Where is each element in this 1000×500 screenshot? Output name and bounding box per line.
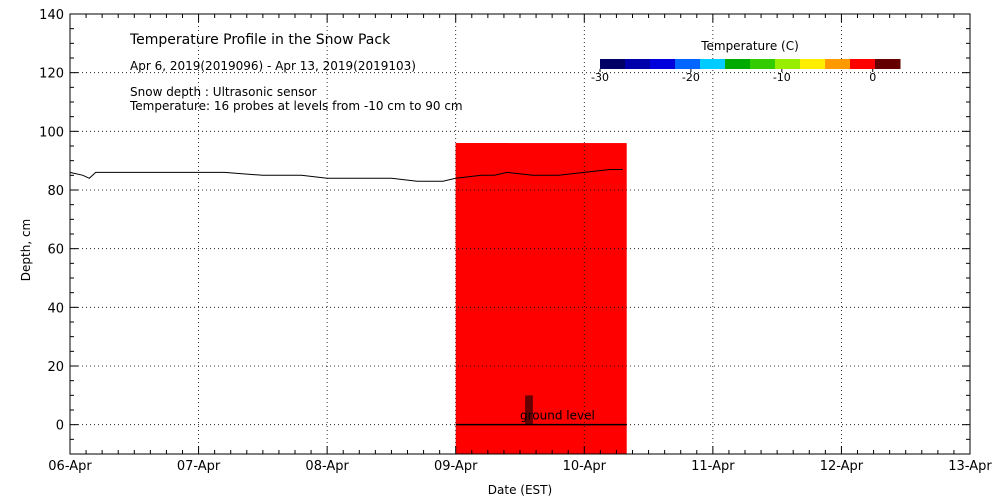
grid-lines xyxy=(70,14,970,454)
temperature-block xyxy=(525,395,533,425)
y-axis-ticks: 0 20 40 60 80 100 120 140 xyxy=(39,8,970,455)
x-tick-label: 13-Apr xyxy=(948,459,992,474)
x-tick-label: 06-Apr xyxy=(48,459,92,474)
temperature-block xyxy=(455,195,510,246)
colorbar-tick-label: -30 xyxy=(591,71,609,84)
snow-depth-line xyxy=(69,169,623,182)
x-axis-label: Date (EST) xyxy=(488,483,552,497)
colorbar-swatch xyxy=(650,59,676,69)
temperature-blocks xyxy=(455,143,627,455)
y-axis-label: Depth, cm xyxy=(19,219,33,281)
y-tick-label: 60 xyxy=(47,243,64,258)
chart-subtitle: Apr 6, 2019(2019096) - Apr 13, 2019(2019… xyxy=(130,59,416,73)
colorbar-swatch xyxy=(750,59,776,69)
colorbar-swatch xyxy=(875,59,901,69)
chart-title: Temperature Profile in the Snow Pack xyxy=(129,32,391,48)
x-axis-ticks: 06-Apr 07-Apr 08-Apr 09-Apr 10-Apr 11-Apr 12-A… xyxy=(48,14,992,474)
y-tick-label: 120 xyxy=(39,67,64,82)
colorbar-swatch xyxy=(675,59,701,69)
colorbar-tick-label: 0 xyxy=(869,71,876,84)
y-tick-label: 100 xyxy=(39,125,64,140)
y-tick-label: 20 xyxy=(47,360,64,375)
x-tick-label: 09-Apr xyxy=(434,459,478,474)
annotation-snow-depth: Snow depth : Ultrasonic sensor xyxy=(130,85,317,99)
x-tick-label: 11-Apr xyxy=(691,459,735,474)
y-tick-label: 140 xyxy=(39,8,64,23)
y-tick-label: 80 xyxy=(47,184,64,199)
colorbar-swatch xyxy=(775,59,801,69)
annotation-temperature: Temperature: 16 probes at levels from -1… xyxy=(129,99,463,113)
temperature-colorbar: -30 -20 -10 0 xyxy=(591,59,901,84)
ground-level-label: ground level xyxy=(520,409,595,423)
colorbar-swatch xyxy=(850,59,876,69)
x-tick-label: 10-Apr xyxy=(563,459,607,474)
colorbar-tick-label: -20 xyxy=(682,71,700,84)
colorbar-swatch xyxy=(625,59,651,69)
colorbar-title: Temperature (C) xyxy=(700,39,799,53)
colorbar-swatch xyxy=(700,59,726,69)
colorbar-swatch xyxy=(600,59,626,69)
x-tick-label: 07-Apr xyxy=(177,459,221,474)
colorbar-swatch xyxy=(825,59,851,69)
x-tick-label: 08-Apr xyxy=(305,459,349,474)
colorbar-swatch xyxy=(725,59,751,69)
colorbar-tick-label: -10 xyxy=(773,71,791,84)
snow-depth-series xyxy=(69,169,623,182)
y-tick-label: 0 xyxy=(56,419,64,434)
y-tick-label: 40 xyxy=(47,301,64,316)
x-tick-label: 12-Apr xyxy=(820,459,864,474)
colorbar-swatch xyxy=(800,59,826,69)
